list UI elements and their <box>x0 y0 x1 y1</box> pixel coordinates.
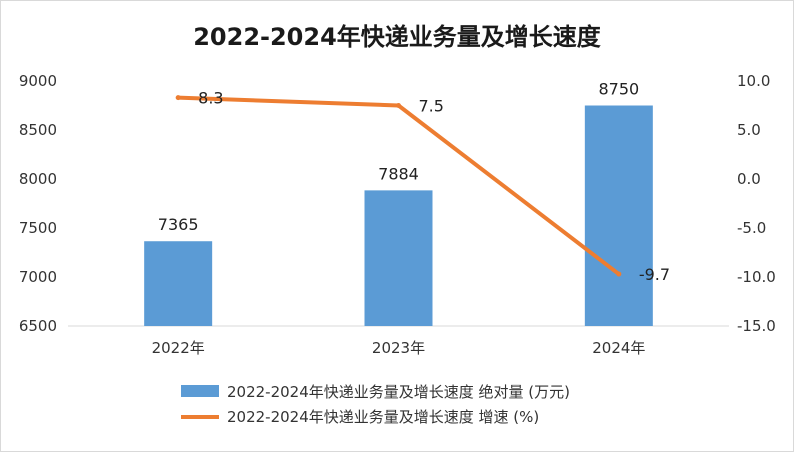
bar <box>364 190 433 326</box>
left-axis-tick-label: 8000 <box>19 170 57 188</box>
right-axis-tick-label: -15.0 <box>737 317 776 335</box>
bar <box>584 105 653 326</box>
right-axis-tick-label: 10.0 <box>737 72 770 90</box>
right-axis-tick-label: -10.0 <box>737 268 776 286</box>
line-point <box>396 103 401 108</box>
bar-data-label: 7884 <box>378 164 419 183</box>
line-data-label: 8.3 <box>198 89 223 108</box>
legend-bar-label: 2022-2024年快递业务量及增长速度 绝对量 (万元) <box>227 383 570 401</box>
x-axis-tick-label: 2024年 <box>592 339 645 357</box>
chart-title: 2022-2024年快递业务量及增长速度 <box>193 23 602 51</box>
left-axis-tick-label: 8500 <box>19 121 57 139</box>
left-axis-tick-label: 7000 <box>19 268 57 286</box>
legend-bar-swatch <box>181 385 219 397</box>
x-axis-tick-label: 2023年 <box>372 339 425 357</box>
right-axis-tick-label: -5.0 <box>737 219 766 237</box>
plot-area: 6500 7000 7500 8000 8500 9000 -15.0 -10.0 -5.0 0.… <box>19 72 776 357</box>
legend: 2022-2024年快递业务量及增长速度 绝对量 (万元) 2022-2024年快… <box>181 383 570 426</box>
x-axis-tick-label: 2022年 <box>152 339 205 357</box>
bar-data-label: 7365 <box>158 215 199 234</box>
left-axis-tick-label: 6500 <box>19 317 57 335</box>
right-axis-tick-label: 5.0 <box>737 121 761 139</box>
bar-data-label: 8750 <box>598 80 639 99</box>
right-axis-tick-label: 0.0 <box>737 170 761 188</box>
line-point <box>616 271 622 277</box>
left-axis-tick-label: 7500 <box>19 219 57 237</box>
line-point <box>175 95 181 101</box>
bar <box>144 241 213 326</box>
left-axis-tick-label: 9000 <box>19 72 57 90</box>
line-data-label: -9.7 <box>639 265 670 284</box>
legend-line-label: 2022-2024年快递业务量及增长速度 增速 (%) <box>227 408 539 426</box>
line-data-label: 7.5 <box>419 97 444 116</box>
